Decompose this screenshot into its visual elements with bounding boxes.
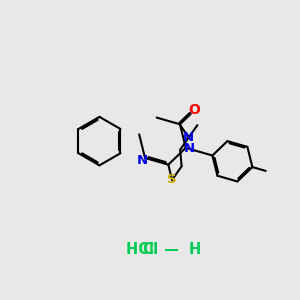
Text: HCl  —  H: HCl — H [126, 242, 201, 257]
Text: N: N [136, 154, 148, 167]
Text: Cl: Cl [142, 242, 158, 257]
Text: N: N [183, 131, 194, 144]
Text: N: N [184, 142, 195, 155]
Text: O: O [188, 103, 200, 117]
Text: S: S [167, 173, 177, 186]
